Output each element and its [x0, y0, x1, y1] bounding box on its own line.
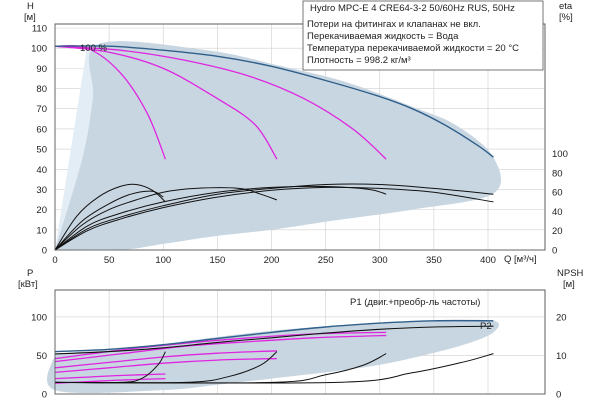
power-tick-label: 100 [31, 312, 47, 323]
y-tick-label: 100 [31, 44, 47, 55]
y-tick-label: 10 [36, 225, 47, 236]
npsh-tick-label: 10 [556, 351, 567, 362]
info-box-line: Перекачиваемая жидкость = Вода [307, 31, 459, 42]
head-y-tick-labels: 0 10 20 30 40 50 60 70 80 90 100 110 [31, 24, 47, 257]
efficiency-curve [54, 190, 164, 251]
npsh-tick-label: 20 [556, 312, 567, 323]
power-tick-label: 0 [42, 390, 47, 400]
y-tick-label: 60 [36, 124, 47, 135]
power-npsh-panel: 0 50 100 0 10 20 P [кВт] NPSH [м] P1 (двиг.+… [18, 268, 584, 400]
efficiency-curve [54, 186, 494, 251]
head-axis-unit: [м] [24, 12, 36, 23]
eta-tick-label: 0 [552, 246, 557, 257]
reduced-speed-head-curve [54, 45, 278, 160]
y-tick-label: 50 [36, 145, 47, 156]
eta-axis-symbol: eta [559, 1, 573, 12]
flow-axis-label: Q [м³/ч] [504, 254, 537, 265]
p2-curve [54, 325, 494, 355]
y-tick-label: 40 [36, 165, 47, 176]
eta-tick-label: 20 [552, 226, 563, 237]
head-x-tick-labels: 0 50 100 150 200 250 300 350 400 [52, 255, 496, 266]
x-tick-label: 250 [318, 255, 334, 266]
power-y-tick-labels: 0 50 100 [31, 312, 47, 400]
head-operating-envelope [55, 41, 502, 251]
y-tick-label: 70 [36, 104, 47, 115]
x-tick-label: 400 [480, 255, 496, 266]
reduced-speed-power-curve [54, 334, 387, 363]
y-tick-label: 0 [42, 246, 47, 257]
power-axis-symbol: P [27, 268, 33, 279]
power-tick-label: 50 [36, 351, 47, 362]
info-box-line: Плотность = 998.2 кг/м³ [307, 55, 411, 66]
eta-tick-label: 60 [552, 188, 563, 199]
info-box: Hydro MPC-E 4 CRE64-3-2 50/60Hz RUS, 50H… [302, 0, 544, 71]
x-tick-label: 350 [426, 255, 442, 266]
npsh-curve [54, 353, 494, 384]
y-tick-label: 110 [32, 24, 47, 35]
eta-axis-unit: [%] [559, 12, 573, 23]
npsh-curves [54, 351, 494, 384]
npsh-axis-unit: [м] [563, 279, 575, 290]
info-box-title: Hydro MPC-E 4 CRE64-3-2 50/60Hz RUS, 50H… [310, 3, 515, 14]
efficiency-curve [54, 183, 494, 251]
eta-tick-label: 80 [552, 168, 563, 179]
info-box-frame [302, 0, 544, 71]
power-axis-unit: [кВт] [18, 279, 38, 290]
efficiency-curve [54, 185, 387, 251]
reduced-speed-power-curve [54, 357, 277, 374]
head-axis-symbol: H [27, 1, 34, 12]
eta-tick-label: 100 [552, 149, 568, 160]
reduced-speed-head-curve [54, 45, 387, 160]
efficiency-curve [54, 183, 166, 251]
x-tick-label: 0 [52, 255, 57, 266]
full-speed-annotation: 100 % [80, 43, 107, 54]
y-tick-label: 30 [36, 185, 47, 196]
y-tick-label: 90 [36, 64, 47, 75]
npsh-tick-labels: 0 10 20 [556, 312, 567, 400]
x-tick-label: 150 [209, 255, 225, 266]
x-tick-label: 200 [264, 255, 280, 266]
p1-label: P1 (двиг.+преобр-ль частоты) [350, 297, 480, 308]
y-tick-label: 80 [36, 84, 47, 95]
head-plot-frame [54, 23, 546, 251]
x-tick-label: 100 [155, 255, 171, 266]
p1-curve [54, 319, 494, 353]
npsh-axis-symbol: NPSH [557, 268, 584, 279]
p2-label: P2 [480, 321, 492, 332]
max-speed-head-curve [54, 45, 494, 158]
reduced-speed-power-curve [54, 373, 166, 380]
efficiency-tick-labels: 0 20 40 60 80 100 [552, 149, 568, 256]
x-tick-label: 300 [372, 255, 388, 266]
y-tick-label: 20 [36, 205, 47, 216]
info-box-line: Температура перекачиваемой жидкости = 20… [307, 43, 519, 54]
npsh-tick-label: 0 [556, 390, 561, 400]
eta-tick-label: 40 [552, 207, 563, 218]
efficiency-curves [54, 183, 494, 251]
x-tick-label: 50 [104, 255, 115, 266]
info-box-line: Потери на фитингах и клапанах не вкл. [307, 19, 481, 30]
head-efficiency-panel: 0 50 100 150 200 250 300 350 400 010203040506070… [24, 0, 573, 266]
power-plot-frame [54, 289, 546, 395]
